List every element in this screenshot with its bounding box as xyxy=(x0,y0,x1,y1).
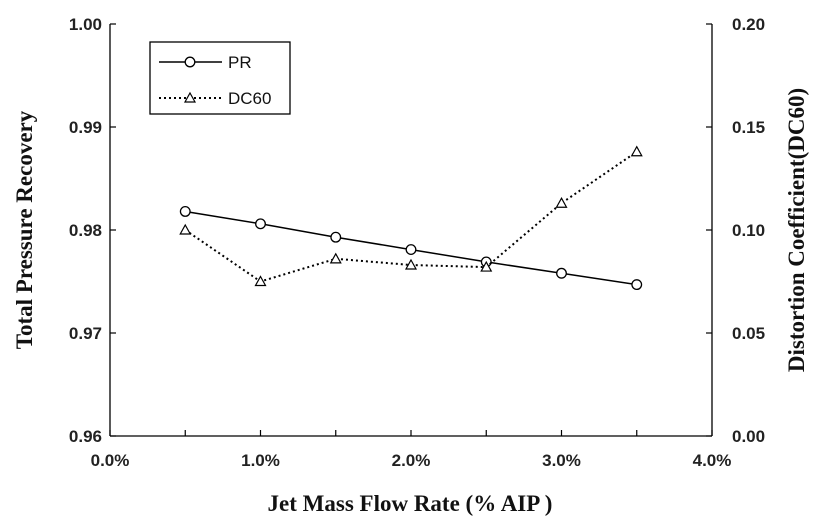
data-point-pr xyxy=(631,279,643,291)
y2-tick-label: 0.15 xyxy=(732,118,765,137)
data-point-dc60 xyxy=(254,275,267,287)
y2-axis-title: Distortion Coefficient(DC60) xyxy=(784,88,809,372)
data-point-pr xyxy=(405,244,417,256)
series-layer xyxy=(179,145,643,291)
legend-marker-dc60 xyxy=(183,91,197,103)
y2-tick-label: 0.05 xyxy=(732,324,765,343)
data-point-dc60 xyxy=(404,258,418,270)
y-tick-label: 0.99 xyxy=(69,118,102,137)
x-tick-label: 1.0% xyxy=(241,451,280,470)
y2-tick-label: 0.00 xyxy=(732,427,765,446)
tick-labels: 0.0% 1.0% 2.0% 3.0% 4.0% 0.96 0.97 0.98 0.99 1.00… xyxy=(69,15,765,470)
y-tick-label: 1.00 xyxy=(69,15,102,34)
y-tick-label: 0.96 xyxy=(69,427,102,446)
x-tick-label: 2.0% xyxy=(392,451,431,470)
legend-marker-pr xyxy=(184,56,196,68)
y2-tick-label: 0.10 xyxy=(732,221,765,240)
x-axis-title: Jet Mass Flow Rate (% AIP ) xyxy=(268,491,553,516)
y-axis-title: Total Pressure Recovery xyxy=(12,110,37,349)
x-tick-label: 0.0% xyxy=(91,451,130,470)
axes xyxy=(109,24,713,437)
legend: PR DC60 xyxy=(149,41,291,115)
data-point-dc60 xyxy=(329,252,342,264)
data-point-pr xyxy=(179,206,191,217)
data-point-pr xyxy=(330,231,342,243)
y-tick-label: 0.98 xyxy=(69,221,102,240)
data-point-dc60 xyxy=(480,260,493,272)
legend-box xyxy=(149,41,291,115)
legend-label-dc60: DC60 xyxy=(228,89,271,108)
y-tick-label: 0.97 xyxy=(69,324,102,343)
data-point-pr xyxy=(255,218,266,230)
legend-label-pr: PR xyxy=(228,53,252,72)
minor-ticks xyxy=(109,23,713,437)
data-point-pr xyxy=(556,267,567,279)
y2-tick-label: 0.20 xyxy=(732,15,765,34)
data-point-dc60 xyxy=(555,196,568,208)
x-tick-label: 4.0% xyxy=(693,451,732,470)
data-point-dc60 xyxy=(630,145,643,157)
data-point-dc60 xyxy=(179,223,192,235)
x-tick-label: 3.0% xyxy=(542,451,581,470)
